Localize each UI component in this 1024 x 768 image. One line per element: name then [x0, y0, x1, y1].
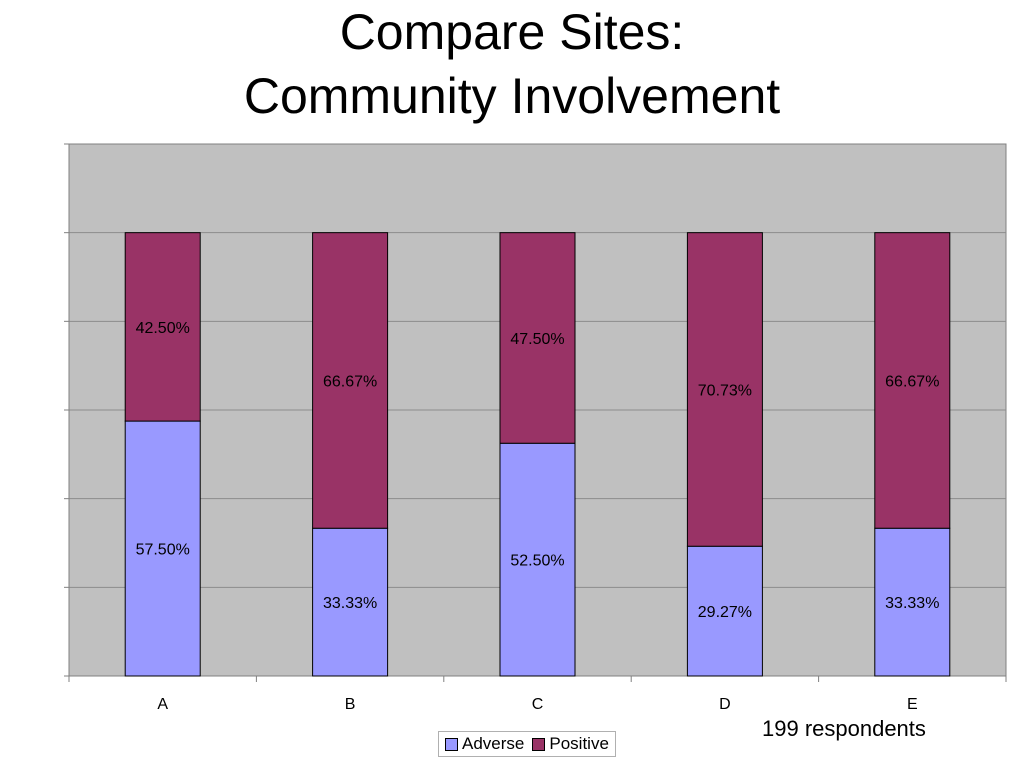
legend-label-adverse: Adverse — [462, 734, 525, 753]
bar-positive-E — [874, 232, 951, 529]
bar-adverse-C — [499, 442, 576, 677]
bar-positive-C — [499, 232, 576, 444]
chart-title: Compare Sites: Community Involvement — [0, 0, 1024, 128]
chart-title-line-2: Community Involvement — [243, 68, 781, 124]
legend-item-positive: Positive — [532, 734, 609, 754]
bar-positive-B — [312, 232, 389, 529]
chart-legend: Adverse Positive — [438, 731, 616, 757]
x-tick-label-B: B — [345, 696, 356, 713]
x-tick-label-A: A — [157, 696, 168, 713]
respondents-note: 199 respondents — [762, 716, 926, 741]
data-label-adverse-A: 57.50% — [136, 542, 190, 559]
bar-positive-A — [124, 232, 201, 422]
x-tick-label-E: E — [907, 696, 918, 713]
legend-item-adverse: Adverse — [445, 734, 524, 754]
legend-swatch-positive — [532, 737, 546, 751]
data-label-positive-E: 66.67% — [885, 373, 939, 390]
data-label-adverse-D: 29.27% — [698, 604, 752, 621]
legend-label-positive: Positive — [549, 734, 609, 753]
data-label-adverse-C: 52.50% — [510, 553, 564, 570]
data-label-positive-D: 70.73% — [698, 382, 752, 399]
data-label-positive-C: 47.50% — [510, 331, 564, 348]
bar-adverse-A — [124, 420, 201, 677]
x-tick-label-C: C — [532, 696, 544, 713]
chart-title-line-1: Compare Sites: — [339, 4, 685, 60]
bar-adverse-E — [874, 527, 951, 677]
bar-positive-D — [686, 232, 763, 547]
data-label-positive-B: 66.67% — [323, 373, 377, 390]
bar-adverse-B — [312, 527, 389, 677]
x-tick-label-D: D — [719, 696, 731, 713]
data-label-positive-A: 42.50% — [136, 320, 190, 337]
legend-swatch-adverse — [445, 737, 458, 751]
data-label-adverse-B: 33.33% — [323, 595, 377, 612]
data-label-adverse-E: 33.33% — [885, 595, 939, 612]
